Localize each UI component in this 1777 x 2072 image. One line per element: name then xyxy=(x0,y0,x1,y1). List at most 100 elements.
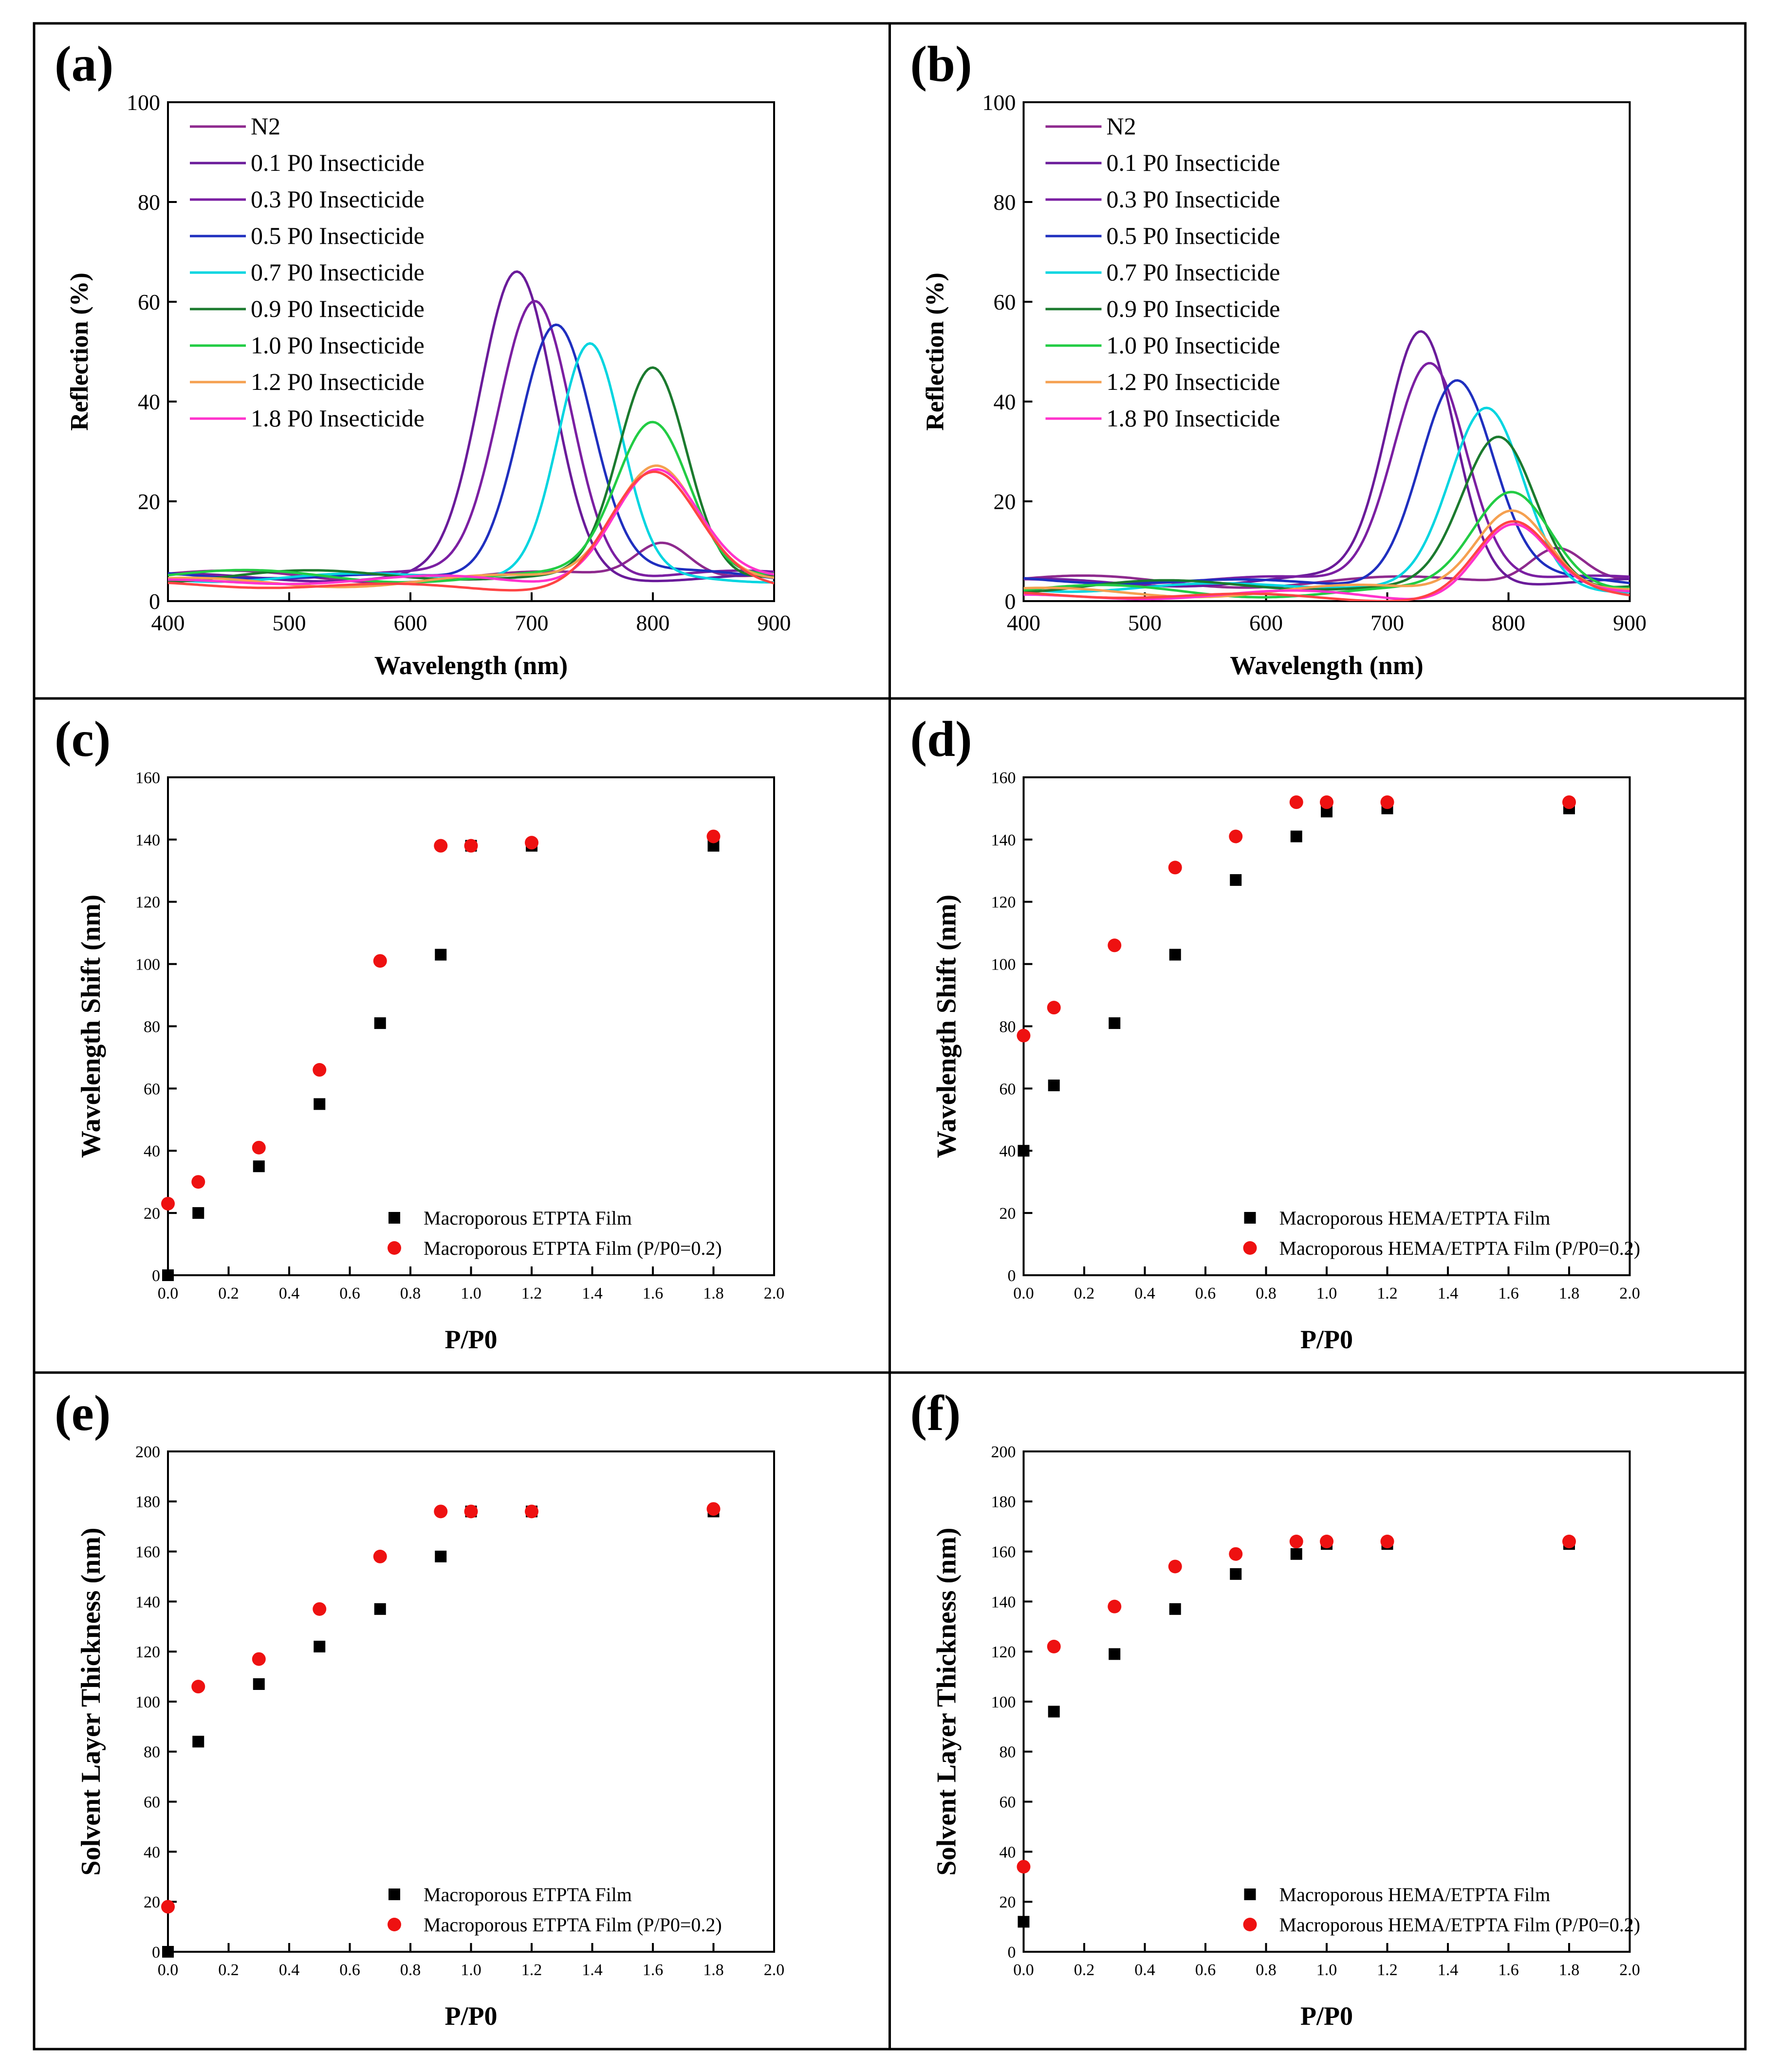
y-tick-label: 0 xyxy=(1008,1944,1016,1962)
y-tick-label: 20 xyxy=(1000,1205,1016,1223)
series-line-5 xyxy=(1023,435,1630,593)
x-tick-label: 1.2 xyxy=(1377,1284,1398,1302)
data-point-square xyxy=(1169,1603,1181,1615)
x-tick-label: 0.2 xyxy=(1074,1284,1095,1302)
data-point-circle xyxy=(464,1504,478,1519)
y-tick-label: 60 xyxy=(144,1794,160,1812)
y-axis-label: Wavelength Shift (nm) xyxy=(76,895,106,1158)
y-tick-label: 40 xyxy=(994,389,1016,414)
plot-frame xyxy=(1022,101,1631,602)
legend-marker-square xyxy=(389,1212,400,1224)
legend-label: Macroporous HEMA/ETPTA Film (P/P0=0.2) xyxy=(1279,1914,1641,1936)
x-tick-label: 0.6 xyxy=(1195,1284,1216,1302)
y-tick-label: 0 xyxy=(152,1944,160,1962)
data-point-square xyxy=(435,1550,447,1562)
x-tick-label: 0.0 xyxy=(1013,1961,1034,1979)
y-tick-label: 100 xyxy=(991,1693,1016,1711)
series-line-7 xyxy=(1023,509,1630,599)
data-point-square xyxy=(253,1160,265,1173)
legend-label: 0.7 P0 Insecticide xyxy=(1107,258,1280,286)
y-tick-label: 20 xyxy=(144,1205,160,1223)
data-point-square xyxy=(1290,1548,1302,1560)
data-point-circle xyxy=(252,1140,266,1155)
data-point-circle xyxy=(373,954,387,968)
x-tick-label: 0.6 xyxy=(339,1284,360,1302)
legend-label: 0.5 P0 Insecticide xyxy=(1107,222,1280,249)
y-tick-label: 0 xyxy=(149,589,160,614)
y-tick-label: 120 xyxy=(135,894,160,912)
y-tick-label: 80 xyxy=(144,1018,160,1036)
series-line-6 xyxy=(168,421,774,584)
legend-label: 0.3 P0 Insecticide xyxy=(1107,185,1280,213)
data-point-circle xyxy=(1380,1535,1394,1549)
y-tick-label: 40 xyxy=(1000,1142,1016,1160)
data-point-circle xyxy=(706,1502,721,1516)
x-tick-label: 2.0 xyxy=(764,1961,785,1979)
legend-label: N2 xyxy=(1107,112,1136,140)
legend-label: 0.1 P0 Insecticide xyxy=(251,149,425,176)
panel-label: (a) xyxy=(55,36,113,92)
series-line-0 xyxy=(1023,547,1630,589)
panel-c: (c) 0.0 0.2 0.4 0.6 0.8 1.0 1.2 1.4 1.6 1.8 2.0 0 20 4… xyxy=(55,711,784,1354)
data-point-circle xyxy=(1017,1860,1031,1874)
y-tick-label: 100 xyxy=(127,90,160,115)
x-tick-label: 0.8 xyxy=(1256,1961,1277,1979)
panel-label: (e) xyxy=(55,1385,111,1441)
data-point-circle xyxy=(1320,1535,1333,1549)
legend-label: 1.0 P0 Insecticide xyxy=(251,331,425,359)
data-point-circle xyxy=(1168,1559,1182,1574)
data-point-square xyxy=(374,1017,386,1029)
legend-marker-circle xyxy=(1243,1241,1257,1255)
y-axis-label: Solvent Layer Thickness (nm) xyxy=(932,1527,962,1875)
legend-marker-circle xyxy=(388,1918,401,1931)
legend-label: 0.5 P0 Insecticide xyxy=(251,222,425,249)
x-tick-label: 0.4 xyxy=(279,1284,300,1302)
x-tick-label: 2.0 xyxy=(1619,1284,1640,1302)
data-point-square xyxy=(162,1946,174,1958)
data-point-circle xyxy=(313,1602,327,1616)
data-point-square xyxy=(1018,1145,1030,1157)
x-tick-label: 1.8 xyxy=(1559,1961,1580,1979)
x-tick-label: 1.6 xyxy=(643,1961,664,1979)
x-tick-label: 900 xyxy=(1613,610,1647,635)
y-tick-label: 60 xyxy=(1000,1794,1016,1812)
data-point-circle xyxy=(1380,795,1394,809)
y-tick-label: 0 xyxy=(1008,1267,1016,1285)
legend-label: 1.8 P0 Insecticide xyxy=(251,404,425,432)
legend-marker-circle xyxy=(1243,1918,1257,1931)
series-line-9 xyxy=(1023,520,1630,601)
data-point-square xyxy=(1109,1648,1121,1660)
y-tick-label: 20 xyxy=(144,1893,160,1911)
x-tick-label: 1.8 xyxy=(703,1961,724,1979)
x-tick-label: 700 xyxy=(515,610,549,635)
panel-f: (f) 0.0 0.2 0.4 0.6 0.8 1.0 1.2 1.4 1.6 1.8 2.0 0 20 4… xyxy=(910,1385,1641,2031)
x-tick-label: 900 xyxy=(758,610,791,635)
x-tick-label: 1.0 xyxy=(461,1284,481,1302)
data-point-circle xyxy=(1047,1639,1061,1653)
x-tick-label: 0.6 xyxy=(339,1961,360,1979)
data-point-square xyxy=(314,1098,326,1110)
data-point-square xyxy=(1109,1017,1121,1029)
data-point-circle xyxy=(434,839,448,853)
y-tick-label: 120 xyxy=(135,1643,160,1661)
y-tick-label: 80 xyxy=(1000,1018,1016,1036)
legend-label: 0.9 P0 Insecticide xyxy=(1107,295,1280,322)
data-point-circle xyxy=(252,1652,266,1666)
legend-marker-square xyxy=(1244,1889,1256,1900)
series-line-8 xyxy=(168,468,774,586)
data-point-circle xyxy=(313,1063,327,1077)
legend-label: 1.2 P0 Insecticide xyxy=(1107,368,1280,395)
y-tick-label: 20 xyxy=(994,489,1016,514)
x-tick-label: 1.8 xyxy=(703,1284,724,1302)
x-axis-label: P/P0 xyxy=(445,2001,498,2031)
y-tick-label: 20 xyxy=(1000,1893,1016,1911)
x-tick-label: 0.0 xyxy=(158,1961,179,1979)
y-tick-label: 160 xyxy=(135,1543,160,1561)
x-tick-label: 1.4 xyxy=(582,1284,603,1302)
x-tick-label: 0.4 xyxy=(1134,1284,1155,1302)
x-tick-label: 800 xyxy=(636,610,670,635)
x-tick-label: 500 xyxy=(273,610,306,635)
data-point-circle xyxy=(191,1680,205,1694)
y-tick-label: 160 xyxy=(135,769,160,787)
data-point-square xyxy=(314,1640,326,1652)
